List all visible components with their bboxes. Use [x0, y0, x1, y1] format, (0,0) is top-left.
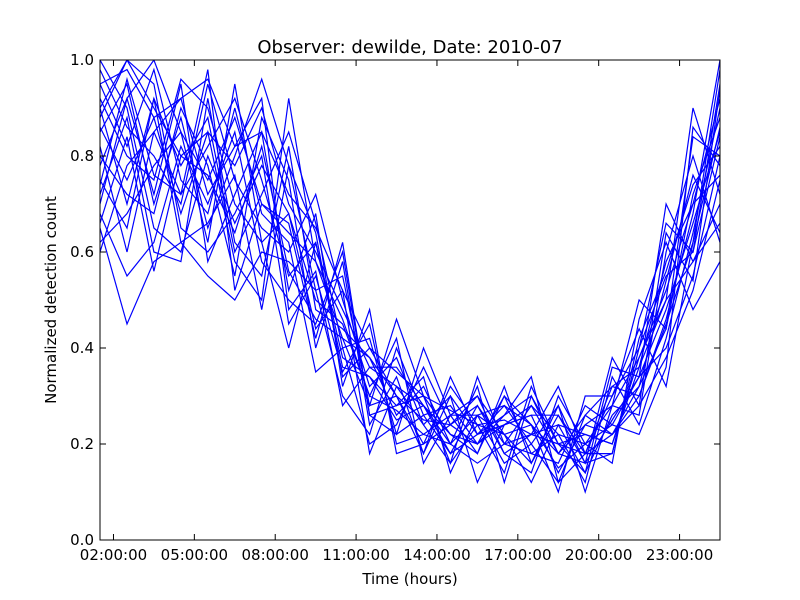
- y-tick-label-6: 1.0: [70, 51, 94, 69]
- series-layer: [100, 60, 720, 495]
- x-tick-label-6: 17:00:00: [484, 546, 551, 564]
- series-line-21: [100, 98, 720, 485]
- series-line-22: [100, 136, 720, 465]
- series-line-11: [100, 106, 720, 475]
- series-line-15: [100, 83, 720, 475]
- x-tick-label-1: 02:00:00: [80, 546, 147, 564]
- x-tick-label-4: 11:00:00: [322, 546, 389, 564]
- y-tick-label-1: 0.0: [70, 531, 94, 549]
- series-line-6: [100, 77, 720, 475]
- plot-frame: [99, 59, 721, 541]
- x-axis: 02:00:00 05:00:00 08:00:00 11:00:00 14:00:00…: [80, 60, 713, 564]
- y-axis: 0.0 0.2 0.4 0.6 0.8 1.0: [70, 51, 720, 549]
- series-line-16: [100, 98, 720, 484]
- series-line-20: [100, 69, 720, 495]
- x-tick-label-5: 14:00:00: [403, 546, 470, 564]
- x-tick-label-2: 05:00:00: [161, 546, 228, 564]
- x-tick-label-3: 08:00:00: [242, 546, 309, 564]
- series-line-13: [100, 227, 720, 474]
- x-tick-label-7: 20:00:00: [565, 546, 632, 564]
- x-tick-label-8: 23:00:00: [646, 546, 713, 564]
- series-line-19: [100, 96, 720, 485]
- y-tick-label-3: 0.4: [70, 339, 94, 357]
- y-axis-label: Normalized detection count: [42, 196, 60, 404]
- y-tick-label-5: 0.8: [70, 147, 94, 165]
- y-tick-label-2: 0.2: [70, 435, 94, 453]
- y-tick-label-4: 0.6: [70, 243, 94, 261]
- chart-title: Observer: dewilde, Date: 2010-07: [257, 37, 562, 58]
- x-axis-label: Time (hours): [361, 570, 457, 588]
